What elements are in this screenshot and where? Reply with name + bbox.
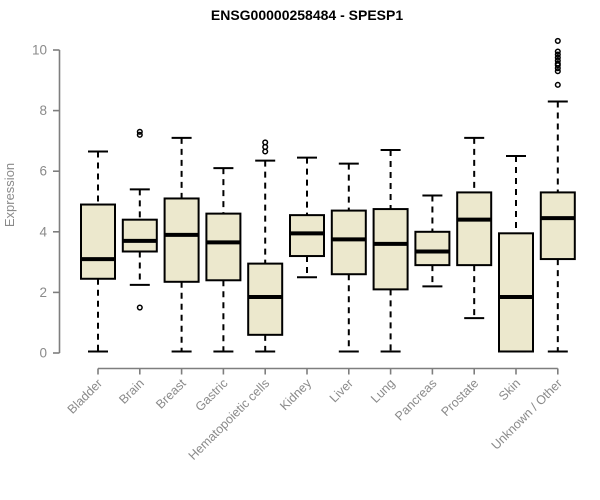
box-unknown-other	[539, 37, 576, 353]
y-tick-label: 6	[39, 164, 47, 179]
x-tick-label: Prostate	[438, 376, 481, 419]
boxes	[80, 37, 576, 353]
iqr-box	[289, 214, 325, 258]
x-tick-label: Hematopoietic cells	[186, 376, 273, 463]
iqr-box	[456, 191, 493, 267]
outlier-point	[136, 128, 143, 135]
outlier-point	[262, 139, 269, 146]
box-prostate	[456, 136, 493, 320]
box-gastric	[205, 167, 242, 353]
iqr-box	[414, 230, 451, 267]
iqr-box	[330, 209, 367, 276]
box-bladder	[80, 150, 116, 353]
outlier-point	[554, 54, 561, 61]
iqr-box	[372, 208, 409, 291]
x-tick-label: Gastric	[193, 376, 231, 414]
x-tick-label: Breast	[153, 376, 189, 412]
box-hematopoietic-cells	[247, 139, 284, 353]
box-brain	[121, 128, 158, 311]
box-skin	[498, 155, 534, 353]
x-tick-label: Liver	[327, 376, 356, 405]
outlier-point	[554, 51, 561, 58]
y-axis: 0 2 4 6 8 10	[32, 43, 61, 361]
x-tick-label: Kidney	[277, 376, 314, 413]
iqr-box	[121, 218, 158, 253]
y-tick-label: 4	[39, 224, 47, 239]
y-axis-label: Expression	[2, 163, 17, 227]
x-tick-label: Brain	[116, 376, 147, 407]
outlier-point	[554, 37, 561, 44]
iqr-box	[498, 232, 534, 353]
outlier-point	[554, 81, 561, 88]
x-tick-label: Bladder	[65, 376, 105, 416]
y-tick-label: 10	[32, 43, 47, 58]
iqr-box	[205, 212, 242, 282]
x-tick-label: Unknown / Other	[489, 376, 565, 452]
box-lung	[372, 148, 409, 353]
iqr-box	[539, 191, 576, 261]
outlier-point	[136, 131, 143, 138]
box-kidney	[289, 156, 325, 279]
outlier-point	[554, 60, 561, 67]
iqr-box	[80, 203, 116, 280]
x-tick-label: Pancreas	[392, 376, 439, 423]
outlier-point	[554, 57, 561, 64]
outlier-point	[554, 48, 561, 55]
y-tick-label: 8	[39, 103, 47, 118]
x-tick-label: Lung	[368, 376, 398, 406]
box-liver	[330, 162, 367, 353]
iqr-box	[247, 262, 284, 336]
box-pancreas	[414, 194, 451, 288]
y-tick-label: 0	[39, 346, 47, 361]
outlier-point	[136, 304, 143, 311]
box-breast	[163, 136, 200, 353]
outlier-point	[554, 68, 561, 75]
chart-title: ENSG00000258484 - SPESP1	[211, 7, 403, 23]
iqr-box	[163, 197, 200, 283]
y-tick-label: 2	[39, 285, 47, 300]
x-tick-label: Skin	[496, 376, 523, 403]
